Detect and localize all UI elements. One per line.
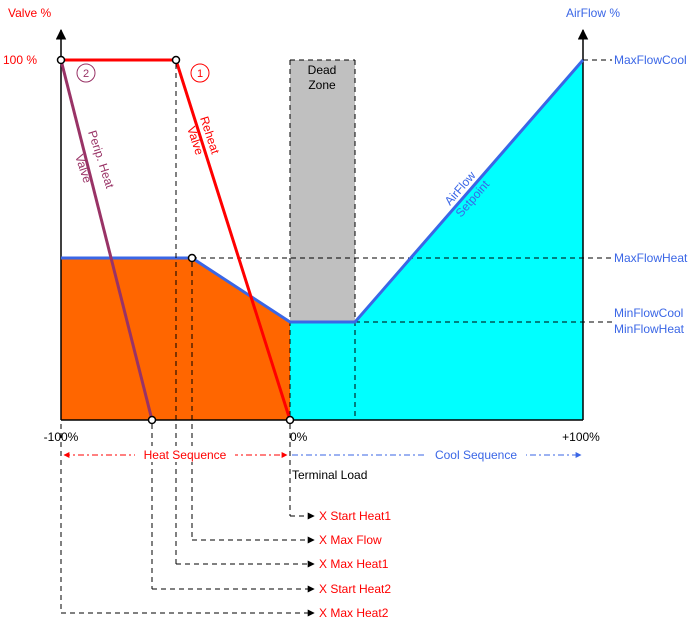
y-100-label: 100 % (3, 53, 37, 67)
param-start-heat2: X Start Heat2 (319, 582, 391, 596)
periph-heat-valve-label-2: Valve (72, 153, 94, 185)
min-flow-heat-label: MinFlowHeat (614, 322, 685, 336)
heat-sequence-label: Heat Sequence (144, 448, 227, 462)
x-zero-label: 0% (290, 430, 308, 444)
dead-zone-outline (289, 59, 356, 420)
periph-heat-valve-line (59, 59, 154, 421)
dead-zone-label-line1: Dead (308, 63, 337, 77)
cool-area (290, 60, 583, 420)
dead-zone-label-line2: Zone (308, 78, 336, 92)
param-max-flow: X Max Flow (319, 533, 382, 547)
left-axis-title: Valve % (8, 6, 51, 20)
param-max-heat2: X Max Heat2 (319, 606, 389, 620)
x-max-label: +100% (562, 430, 600, 444)
projection-lines (60, 64, 291, 613)
heat-seq-label-bg (135, 446, 235, 462)
dead-zone-band (290, 60, 355, 322)
x-min-label: -100% (44, 430, 79, 444)
marker-2-circle (76, 63, 96, 83)
terminal-load-label: Terminal Load (292, 468, 367, 482)
marker-1-label: 1 (197, 68, 203, 80)
cool-sequence-label: Cool Sequence (435, 448, 517, 462)
point-markers (56, 55, 295, 425)
reference-lines (192, 59, 612, 323)
cool-seq-label-bg (426, 446, 526, 462)
min-flow-cool-label: MinFlowCool (614, 306, 683, 320)
max-flow-cool-label: MaxFlowCool (614, 53, 687, 67)
param-start-heat1: X Start Heat1 (319, 509, 391, 523)
projection-arrows (61, 512, 315, 617)
marker-1-circle (190, 63, 210, 83)
airflow-setpoint-line (61, 59, 585, 324)
right-axis-title: AirFlow % (566, 6, 620, 20)
max-flow-heat-label: MaxFlowHeat (614, 251, 688, 265)
marker-2-label: 2 (83, 68, 89, 80)
param-max-heat1: X Max Heat1 (319, 557, 389, 571)
